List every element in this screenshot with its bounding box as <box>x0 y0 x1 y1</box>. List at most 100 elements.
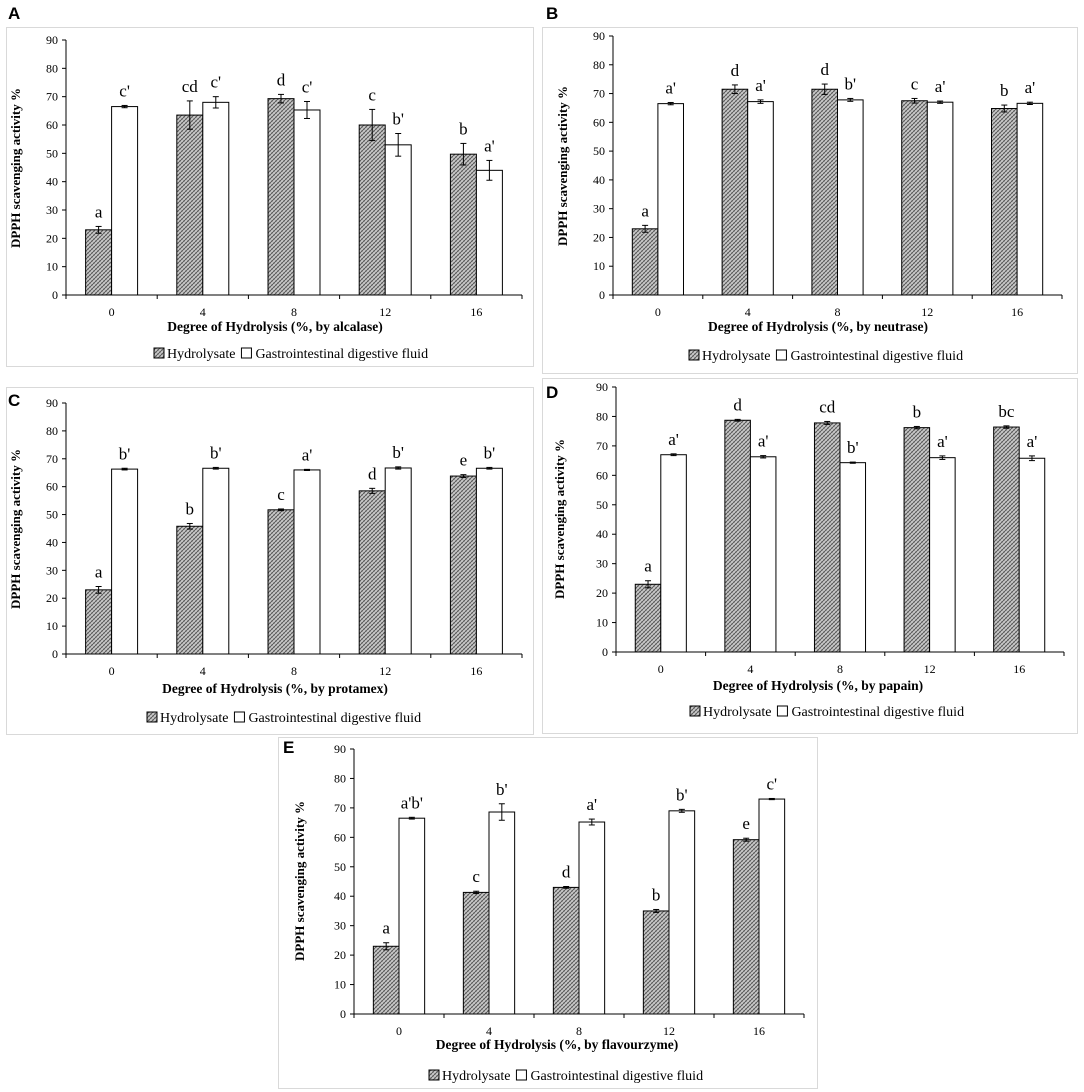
significance-label: a' <box>302 445 313 464</box>
hydrolysate-bar <box>267 98 295 296</box>
legend-swatch-gi-fluid <box>240 347 252 359</box>
gi-fluid-bar <box>837 99 864 296</box>
significance-label: d <box>562 863 571 882</box>
gi-fluid-bar <box>839 462 867 653</box>
hydrolysate-bar <box>724 419 751 653</box>
significance-label: a <box>382 919 390 938</box>
significance-label: a' <box>665 78 676 97</box>
legend-label-gi-fluid: Gastrointestinal digestive fluid <box>791 705 964 720</box>
x-axis-label: Degree of Hydrolysis (%, by flavourzyme) <box>436 1037 678 1052</box>
x-tick-label: 4 <box>745 305 751 319</box>
gi-fluid-bar <box>1018 457 1046 653</box>
hydrolysate-bar <box>176 114 204 296</box>
hydrolysate-bar <box>631 228 659 296</box>
y-tick-label: 60 <box>46 480 58 494</box>
y-tick-label: 60 <box>334 830 346 844</box>
gi-fluid-bar <box>202 467 230 655</box>
hydrolysate-bar <box>449 475 477 655</box>
x-tick-label: 0 <box>109 305 115 319</box>
significance-label: d <box>368 464 377 483</box>
gi-fluid-bar <box>384 467 412 655</box>
y-tick-label: 70 <box>593 87 605 101</box>
panel-e: 0 10 20 30 40 50 60 70 80 90 DPPH scavenging activ… <box>278 737 818 1089</box>
y-tick-label: 0 <box>52 288 58 302</box>
significance-label: d <box>731 61 740 80</box>
significance-label: a' <box>755 76 766 95</box>
y-tick-label: 40 <box>596 527 608 541</box>
hydrolysate-bar <box>552 886 580 1015</box>
panel-frame <box>278 737 818 1089</box>
y-axis-label: DPPH scavenging activity % <box>555 86 570 246</box>
significance-label: a <box>641 201 649 220</box>
significance-label: b' <box>392 110 404 129</box>
x-axis-label: Degree of Hydrolysis (%, by papain) <box>713 678 923 693</box>
panel-letter-a: A <box>8 4 21 23</box>
significance-label: a' <box>758 432 769 451</box>
significance-label: b <box>913 402 922 421</box>
y-tick-label: 10 <box>593 259 605 273</box>
panel-frame <box>542 27 1078 374</box>
x-tick-label: 12 <box>379 664 391 678</box>
x-tick-label: 0 <box>655 305 661 319</box>
panel-b: 0 10 20 30 40 50 60 70 80 90 DPPH scavenging activ… <box>542 27 1078 374</box>
y-tick-label: 90 <box>593 29 605 43</box>
y-tick-label: 60 <box>596 468 608 482</box>
y-tick-label: 80 <box>593 58 605 72</box>
significance-label: b' <box>496 780 508 799</box>
y-tick-label: 10 <box>46 619 58 633</box>
y-tick-label: 30 <box>46 203 58 217</box>
panel-letter-d: D <box>546 383 559 402</box>
x-tick-label: 8 <box>291 305 297 319</box>
y-axis-label: DPPH scavenging activity % <box>8 449 23 609</box>
gi-fluid-bar <box>578 821 606 1015</box>
legend-label-hydrolysate: Hydrolysate <box>160 711 228 726</box>
significance-label: b' <box>484 443 496 462</box>
y-tick-label: 10 <box>596 616 608 630</box>
y-tick-label: 40 <box>334 889 346 903</box>
significance-label: e <box>742 814 750 833</box>
significance-label: b <box>459 119 468 138</box>
y-tick-label: 0 <box>599 288 605 302</box>
x-tick-label: 12 <box>921 305 933 319</box>
gi-fluid-bar <box>475 467 503 655</box>
y-tick-label: 70 <box>46 90 58 104</box>
significance-label: a' <box>1027 432 1038 451</box>
hydrolysate-bar <box>732 839 760 1015</box>
y-tick-label: 60 <box>593 115 605 129</box>
x-tick-label: 12 <box>379 305 391 319</box>
y-tick-label: 90 <box>46 396 58 410</box>
x-tick-label: 0 <box>396 1024 402 1038</box>
hydrolysate-bar <box>449 153 477 296</box>
panel-frame <box>6 27 534 367</box>
significance-label: a' <box>1025 78 1036 97</box>
hydrolysate-bar <box>85 589 113 655</box>
significance-label: d <box>277 70 286 89</box>
legend-swatch-gi-fluid <box>515 1069 527 1081</box>
significance-label: cd <box>819 397 836 416</box>
gi-fluid-bar <box>293 109 321 296</box>
significance-label: b' <box>845 74 857 93</box>
y-tick-label: 80 <box>596 409 608 423</box>
hydrolysate-bar <box>358 490 386 655</box>
significance-label: b' <box>119 444 131 463</box>
y-axis-label: DPPH scavenging activity % <box>292 801 307 961</box>
gi-fluid-bar <box>668 810 696 1015</box>
y-tick-label: 80 <box>46 61 58 75</box>
hydrolysate-bar <box>634 583 662 653</box>
y-tick-label: 30 <box>334 919 346 933</box>
hydrolysate-bar <box>991 108 1018 296</box>
significance-label: cd <box>182 77 199 96</box>
y-tick-label: 20 <box>334 948 346 962</box>
legend-swatch-gi-fluid <box>776 705 788 717</box>
legend-swatch-hydrolysate <box>153 347 165 359</box>
panel-frame <box>542 378 1078 734</box>
significance-label: b' <box>210 443 222 462</box>
y-tick-label: 0 <box>340 1007 346 1021</box>
significance-label: c' <box>119 81 130 100</box>
panel-letter-b: B <box>546 4 559 23</box>
hydrolysate-bar <box>811 88 839 296</box>
y-tick-label: 40 <box>46 535 58 549</box>
x-tick-label: 0 <box>109 664 115 678</box>
